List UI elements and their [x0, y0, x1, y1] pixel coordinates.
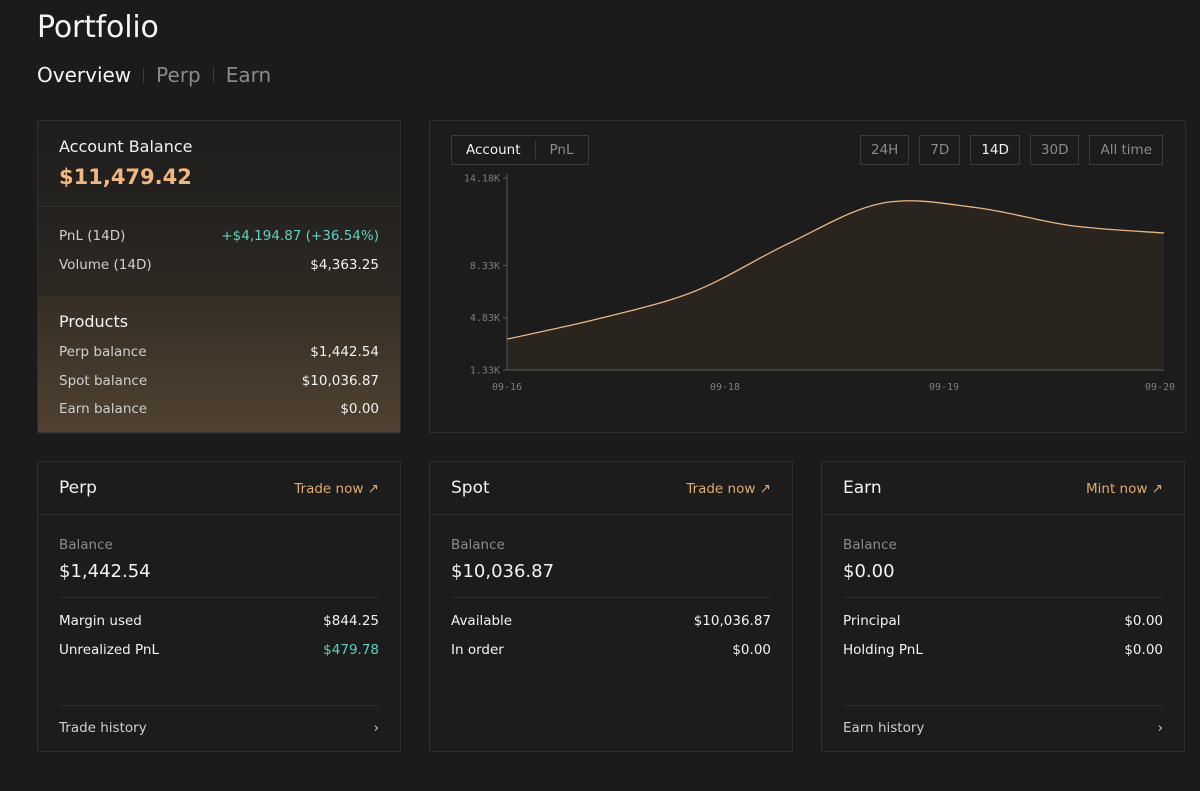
pnl-row: PnL (14D) +$4,194.87 (+36.54%) — [59, 228, 379, 244]
perp-card-title: Perp — [59, 478, 97, 498]
divider — [59, 705, 379, 706]
account-balance-value: $11,479.42 — [59, 165, 192, 189]
margin-used-value: $844.25 — [323, 613, 379, 629]
x-tick-label: 09-18 — [710, 382, 740, 393]
perp-balance-label: Perp balance — [59, 344, 147, 360]
principal-value: $0.00 — [1124, 613, 1163, 629]
volume-value: $4,363.25 — [310, 257, 379, 273]
perp-card-header: Perp Trade now ↗ — [38, 462, 400, 515]
earn-balance-value: $0.00 — [340, 401, 379, 417]
toggle-account[interactable]: Account — [466, 142, 521, 158]
tab-separator — [143, 67, 145, 83]
spot-card: Spot Trade now ↗ Balance $10,036.87 Avai… — [429, 461, 793, 752]
perp-balance-caption: Balance — [59, 537, 113, 553]
spot-balance-value: $10,036.87 — [301, 373, 379, 389]
divider — [451, 597, 771, 598]
principal-row: Principal $0.00 — [843, 613, 1163, 629]
perp-card: Perp Trade now ↗ Balance $1,442.54 Margi… — [37, 461, 401, 752]
spot-balance-row: Spot balance $10,036.87 — [59, 373, 379, 389]
trade-history-link[interactable]: Trade history › — [59, 720, 379, 736]
earn-balance-row: Earn balance $0.00 — [59, 401, 379, 417]
perp-trade-now-link[interactable]: Trade now ↗ — [294, 481, 379, 497]
perp-balance-row: Perp balance $1,442.54 — [59, 344, 379, 360]
tab-earn[interactable]: Earn — [225, 63, 272, 87]
y-tick-label: 1.33K — [470, 366, 500, 377]
account-chart: 1.33K 4.83K 8.33K 14.18K 09-16 09-18 09-19 09-2… — [464, 174, 1175, 394]
page-title: Portfolio — [37, 10, 159, 45]
holding-pnl-label: Holding PnL — [843, 642, 923, 658]
chevron-right-icon: › — [1157, 720, 1163, 736]
account-balance-card: Account Balance $11,479.42 PnL (14D) +$4… — [37, 120, 401, 433]
trade-history-label: Trade history — [59, 720, 147, 736]
toggle-pnl[interactable]: PnL — [549, 142, 574, 158]
chart-area-fill — [507, 200, 1164, 370]
spot-card-balance: $10,036.87 — [451, 561, 555, 582]
earn-card-title: Earn — [843, 478, 882, 498]
earn-balance-caption: Balance — [843, 537, 897, 553]
spot-card-title: Spot — [451, 478, 490, 498]
spot-balance-label: Spot balance — [59, 373, 148, 389]
margin-used-label: Margin used — [59, 613, 142, 629]
earn-mint-now-link[interactable]: Mint now ↗ — [1086, 481, 1163, 497]
pnl-label: PnL (14D) — [59, 228, 126, 244]
available-row: Available $10,036.87 — [451, 613, 771, 629]
holding-pnl-value: $0.00 — [1124, 642, 1163, 658]
range-all-time[interactable]: All time — [1089, 135, 1163, 165]
available-label: Available — [451, 613, 513, 629]
range-14d[interactable]: 14D — [970, 135, 1020, 165]
chart-series-line — [506, 200, 1165, 340]
divider — [843, 597, 1163, 598]
available-value: $10,036.87 — [693, 613, 771, 629]
earn-history-label: Earn history — [843, 720, 925, 736]
pnl-value: +$4,194.87 (+36.54%) — [221, 228, 379, 244]
earn-card-balance: $0.00 — [843, 561, 895, 582]
in-order-label: In order — [451, 642, 504, 658]
x-tick-label: 09-20 — [1145, 382, 1175, 393]
earn-balance-label: Earn balance — [59, 401, 148, 417]
tab-separator — [212, 67, 214, 83]
spot-balance-caption: Balance — [451, 537, 505, 553]
toggle-divider — [534, 141, 536, 159]
perp-card-balance: $1,442.54 — [59, 561, 151, 582]
account-chart-card: 1.33K 4.83K 8.33K 14.18K 09-16 09-18 09-19 09-2… — [429, 120, 1186, 433]
range-24h[interactable]: 24H — [859, 135, 910, 165]
margin-used-row: Margin used $844.25 — [59, 613, 379, 629]
earn-card: Earn Mint now ↗ Balance $0.00 Principal … — [821, 461, 1185, 752]
portfolio-tabs: Overview Perp Earn — [37, 62, 271, 88]
tab-perp[interactable]: Perp — [156, 63, 201, 87]
x-tick-label: 09-16 — [492, 382, 522, 393]
unrealized-pnl-row: Unrealized PnL $479.78 — [59, 642, 379, 658]
divider — [843, 705, 1163, 706]
products-title: Products — [59, 312, 129, 331]
volume-label: Volume (14D) — [59, 257, 152, 273]
y-tick-label: 8.33K — [470, 261, 500, 272]
divider — [59, 597, 379, 598]
volume-row: Volume (14D) $4,363.25 — [59, 257, 379, 273]
chevron-right-icon: › — [373, 720, 379, 736]
spot-trade-now-link[interactable]: Trade now ↗ — [686, 481, 771, 497]
y-tick-label: 14.18K — [464, 174, 500, 185]
unrealized-pnl-value: $479.78 — [323, 642, 379, 658]
spot-card-header: Spot Trade now ↗ — [430, 462, 792, 515]
earn-history-link[interactable]: Earn history › — [843, 720, 1163, 736]
y-tick-label: 4.83K — [470, 313, 500, 324]
earn-card-header: Earn Mint now ↗ — [822, 462, 1184, 515]
unrealized-pnl-label: Unrealized PnL — [59, 642, 160, 658]
account-balance-label: Account Balance — [59, 137, 193, 156]
holding-pnl-row: Holding PnL $0.00 — [843, 642, 1163, 658]
range-7d[interactable]: 7D — [919, 135, 961, 165]
account-balance-header: Account Balance $11,479.42 — [38, 121, 400, 207]
in-order-value: $0.00 — [732, 642, 771, 658]
time-range-selector: 24H 7D 14D 30D All time — [859, 135, 1163, 165]
principal-label: Principal — [843, 613, 901, 629]
range-30d[interactable]: 30D — [1029, 135, 1080, 165]
x-tick-label: 09-19 — [929, 382, 959, 393]
tab-overview[interactable]: Overview — [37, 63, 132, 87]
chart-type-toggle: Account PnL — [451, 135, 589, 165]
in-order-row: In order $0.00 — [451, 642, 771, 658]
perp-balance-value: $1,442.54 — [310, 344, 379, 360]
